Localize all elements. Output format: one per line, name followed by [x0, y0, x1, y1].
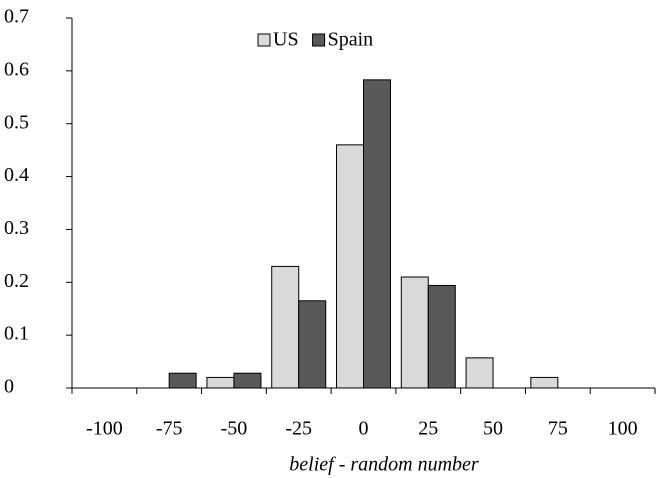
- bar: [206, 376, 235, 389]
- x-tick-label: -100: [86, 418, 123, 440]
- x-tick-label: 0: [359, 418, 369, 440]
- bar: [271, 265, 300, 389]
- x-axis-label: belief - random number: [289, 454, 479, 476]
- y-tick-label: 0.2: [4, 270, 29, 292]
- bar: [400, 276, 429, 389]
- legend-label: Spain: [328, 29, 374, 51]
- bar: [168, 372, 197, 389]
- x-tick-label: 100: [608, 418, 638, 440]
- y-tick-label: 0.5: [4, 111, 29, 133]
- y-tick-label: 0: [4, 376, 14, 398]
- x-tick-label: 50: [483, 418, 503, 440]
- x-tick-label: -50: [221, 418, 248, 440]
- bar: [298, 300, 327, 389]
- x-tick-label: -25: [285, 418, 312, 440]
- x-tick-label: 75: [548, 418, 568, 440]
- y-tick-label: 0.7: [4, 6, 29, 28]
- y-tick-label: 0.4: [4, 164, 29, 186]
- legend-swatch: [257, 33, 271, 47]
- bar: [336, 144, 364, 389]
- bar: [530, 376, 559, 389]
- bar: [233, 372, 262, 389]
- legend-swatch: [312, 33, 326, 47]
- bar: [363, 79, 391, 389]
- bar: [427, 284, 456, 389]
- y-tick-label: 0.1: [4, 323, 29, 345]
- bar: [465, 357, 494, 389]
- legend-label: US: [273, 29, 299, 51]
- x-tick-label: -75: [156, 418, 183, 440]
- y-tick-label: 0.3: [4, 217, 29, 239]
- x-tick-label: 25: [418, 418, 438, 440]
- y-tick-label: 0.6: [4, 58, 29, 80]
